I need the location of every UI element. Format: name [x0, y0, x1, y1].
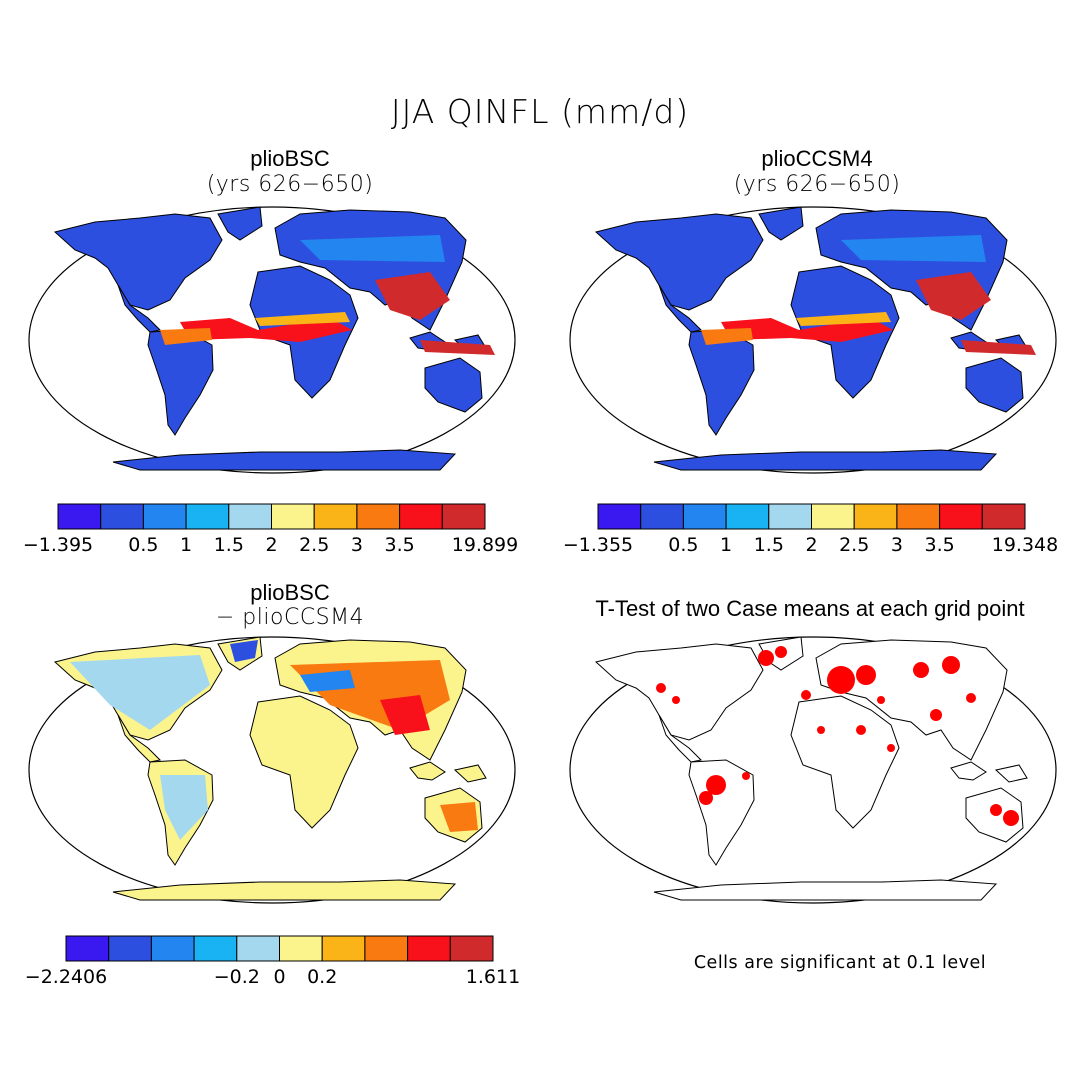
colorbar-2-swatch — [768, 503, 812, 530]
map-panel-4 — [569, 636, 1057, 904]
panel-3-title: plioBSC — [250, 580, 330, 605]
colorbar-2-swatch — [981, 503, 1026, 530]
colorbar-3-swatch — [279, 935, 323, 962]
panel-2-title: plioCCSM4 — [761, 146, 873, 171]
figure-title: JJA QINFL (mm/d) — [390, 92, 690, 131]
colorbar-1-swatch — [356, 503, 401, 530]
colorbar-1-swatch — [399, 503, 443, 530]
colorbar-1-swatch — [271, 503, 315, 530]
colorbar-3-tick-label: 1.611 — [466, 966, 520, 988]
panel-2-subtitle: (yrs 626−650) — [733, 172, 901, 197]
colorbar-2-swatch — [640, 503, 684, 530]
colorbar-3-swatch — [150, 935, 195, 962]
colorbar-2-tick-label: 2.5 — [839, 534, 869, 556]
colorbar-3-swatch — [193, 935, 238, 962]
colorbar-1-tick-label: 2 — [265, 534, 277, 556]
colorbar-1-swatch — [441, 503, 486, 530]
significance-note: Cells are significant at 0.1 level — [693, 953, 987, 973]
colorbar-3-swatch — [449, 935, 494, 962]
colorbar-2-swatch — [853, 503, 898, 530]
colorbar-1-tick-label: 0.5 — [128, 534, 158, 556]
colorbar-3-swatch — [364, 935, 409, 962]
colorbar-2-swatch — [939, 503, 983, 530]
colorbar-2-swatch — [725, 503, 770, 530]
colorbar-3-tick-label: −2.2406 — [25, 966, 107, 988]
colorbar-1-tick-label: 19.899 — [452, 534, 518, 556]
colorbar-1-swatch — [185, 503, 230, 530]
colorbar-3-swatch — [407, 935, 451, 962]
panel-1-subtitle: (yrs 626−650) — [206, 172, 374, 197]
colorbar-2-tick-label: 3 — [891, 534, 903, 556]
map-panel-3 — [28, 636, 516, 904]
colorbar-1-tick-label: 3 — [351, 534, 363, 556]
colorbar-2-swatch — [682, 503, 727, 530]
colorbar-3-swatch — [321, 935, 366, 962]
colorbar-1-swatch — [142, 503, 187, 530]
panel-3-subtitle: − plioCCSM4 — [215, 605, 365, 630]
colorbar-1-swatch — [100, 503, 144, 530]
colorbar-3-tick-label: 0.2 — [307, 966, 337, 988]
panel-4-title: T-Test of two Case means at each grid po… — [595, 596, 1025, 621]
colorbar-2-tick-label: −1.355 — [563, 534, 633, 556]
colorbar-1-swatch — [313, 503, 358, 530]
colorbar-3-swatch — [65, 935, 110, 962]
map-panel-1 — [28, 206, 516, 474]
colorbar-2-swatch — [597, 503, 642, 530]
colorbar-3-swatch — [108, 935, 152, 962]
colorbar-1-swatch — [228, 503, 273, 530]
colorbar-2-tick-label: 19.348 — [992, 534, 1058, 556]
colorbar-2-tick-label: 2 — [805, 534, 817, 556]
colorbar-1-tick-label: −1.395 — [23, 534, 93, 556]
map-panel-2 — [569, 206, 1057, 474]
colorbar-1-swatch — [57, 503, 102, 530]
colorbar-1-tick-label: 3.5 — [384, 534, 414, 556]
colorbar-1-tick-label: 2.5 — [299, 534, 329, 556]
colorbar-3-tick-label: 0 — [273, 966, 285, 988]
panel-1-title: plioBSC — [250, 146, 330, 171]
colorbar-1-tick-label: 1.5 — [214, 534, 244, 556]
colorbar-2-swatch — [811, 503, 855, 530]
colorbar-2-tick-label: 1.5 — [754, 534, 784, 556]
colorbar-2-tick-label: 1 — [720, 534, 732, 556]
colorbar-3-swatch — [236, 935, 281, 962]
colorbar-1-tick-label: 1 — [180, 534, 192, 556]
colorbar-3-tick-label: −0.2 — [214, 966, 260, 988]
colorbar-2-swatch — [896, 503, 941, 530]
colorbar-2-tick-label: 0.5 — [668, 534, 698, 556]
colorbar-2-tick-label: 3.5 — [924, 534, 954, 556]
